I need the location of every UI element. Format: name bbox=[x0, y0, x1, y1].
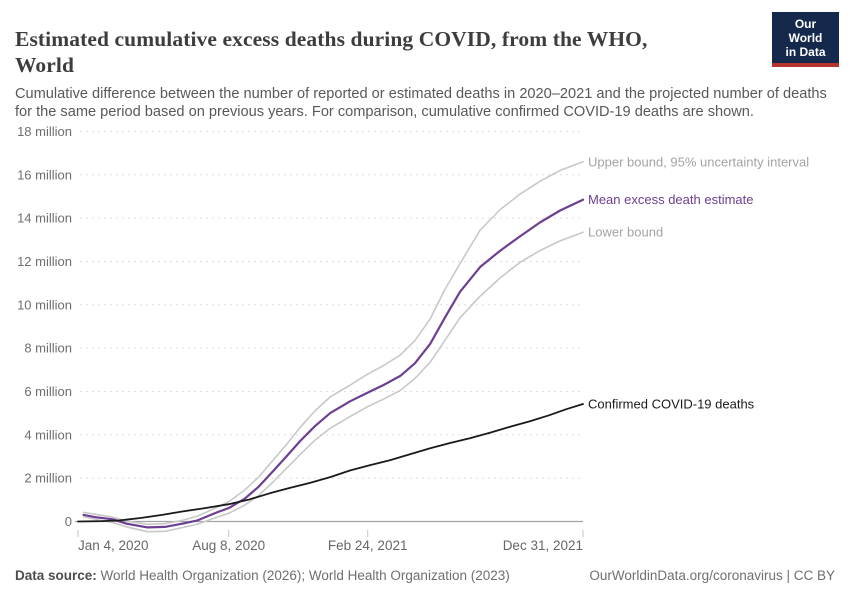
data-source-text: World Health Organization (2026); World … bbox=[96, 568, 510, 583]
footer: Data source: World Health Organization (… bbox=[15, 568, 835, 583]
x-tick-label: Dec 31, 2021 bbox=[503, 538, 583, 553]
y-tick-label: 4 million bbox=[24, 427, 72, 442]
series-line-upper-bound[interactable] bbox=[82, 161, 584, 526]
y-tick-label: 12 million bbox=[17, 254, 72, 269]
owid-logo[interactable]: Our World in Data bbox=[772, 12, 839, 67]
owid-logo-line1: Our World bbox=[788, 17, 823, 45]
page-title-line2: World bbox=[15, 53, 75, 78]
series-line-mean-excess[interactable] bbox=[82, 198, 585, 529]
series-line-lower-bound[interactable] bbox=[82, 231, 584, 533]
series-label-mean-excess: Mean excess death estimate bbox=[588, 192, 753, 207]
series-label-upper-bound: Upper bound, 95% uncertainty interval bbox=[588, 154, 809, 169]
chart[interactable]: 0 2 million 4 million 6 million 8 million 10 … bbox=[0, 112, 850, 567]
chart-canvas[interactable]: 0 2 million 4 million 6 million 8 million 10 … bbox=[0, 112, 850, 567]
series-label-confirmed: Confirmed COVID-19 deaths bbox=[588, 397, 755, 412]
y-tick-label: 10 million bbox=[17, 297, 72, 312]
x-tick-label: Feb 24, 2021 bbox=[328, 538, 408, 553]
y-tick-label: 16 million bbox=[17, 167, 72, 182]
series-line-confirmed[interactable] bbox=[77, 403, 584, 523]
y-tick-label: 14 million bbox=[17, 211, 72, 226]
x-tick-label: Jan 4, 2020 bbox=[78, 538, 149, 553]
y-tick-label: 0 bbox=[65, 514, 72, 529]
y-tick-label: 18 million bbox=[17, 124, 72, 139]
owid-logo-line2: in Data bbox=[785, 45, 826, 59]
page-title: Estimated cumulative excess deaths durin… bbox=[15, 26, 715, 78]
y-tick-label: 8 million bbox=[24, 341, 72, 356]
y-tick-label: 6 million bbox=[24, 384, 72, 399]
credit-link[interactable]: OurWorldinData.org/coronavirus | CC BY bbox=[589, 568, 835, 583]
data-source-label: Data source: bbox=[15, 568, 97, 583]
chart-subtitle: Cumulative difference between the number… bbox=[15, 85, 827, 121]
y-tick-label: 2 million bbox=[24, 471, 72, 486]
data-source: Data source: World Health Organization (… bbox=[15, 568, 510, 583]
page-title-line1: Estimated cumulative excess deaths durin… bbox=[15, 27, 648, 52]
x-tick-label: Aug 8, 2020 bbox=[192, 538, 265, 553]
series-label-lower-bound: Lower bound bbox=[588, 225, 663, 240]
